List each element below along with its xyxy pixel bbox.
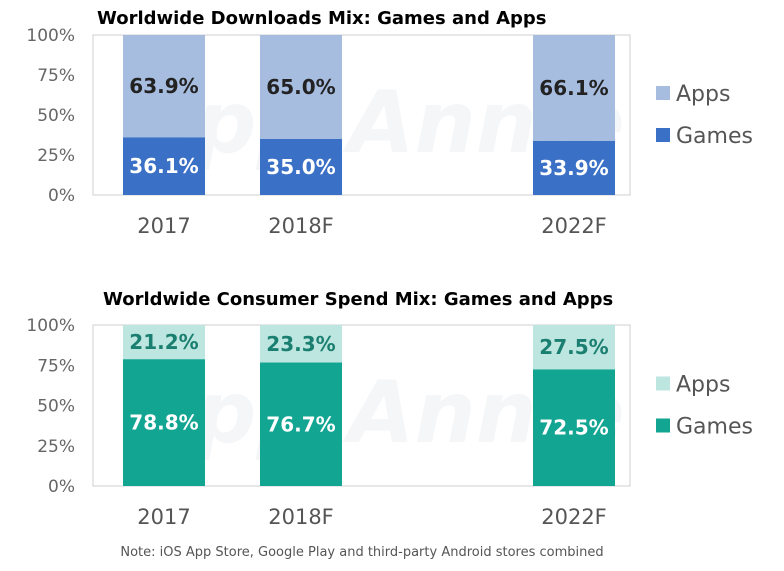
x-category-label: 2022F: [541, 505, 607, 529]
data-label: 27.5%: [539, 335, 608, 359]
y-tick-label: 100%: [26, 26, 75, 46]
bar-games-2018f: [260, 139, 342, 195]
legend-swatch-games: [656, 418, 670, 433]
chart-title: Worldwide Consumer Spend Mix: Games and …: [103, 289, 613, 310]
chart-1: Worldwide Downloads Mix: Games and Apps A…: [26, 8, 753, 238]
chart-2: Worldwide Consumer Spend Mix: Games and …: [26, 289, 753, 529]
x-category-label: 2017: [137, 505, 190, 529]
bar-games-2017: [123, 137, 205, 195]
bar-apps-2017: [123, 325, 205, 360]
bar-games-2022f: [533, 369, 615, 486]
y-tick-label: 100%: [26, 316, 75, 336]
legend-swatch-apps: [656, 376, 670, 391]
data-label: 63.9%: [129, 74, 198, 98]
data-label: 23.3%: [266, 332, 335, 356]
x-category-label: 2018F: [268, 505, 334, 529]
bar-apps-2022f: [533, 325, 615, 370]
bar-games-2022f: [533, 140, 615, 195]
data-label: 76.7%: [266, 412, 335, 436]
data-label: 36.1%: [129, 154, 198, 178]
data-label: 66.1%: [539, 76, 608, 100]
bar-apps-2017: [123, 35, 205, 138]
legend-swatch-games: [656, 128, 670, 142]
plot-frame: [92, 34, 631, 196]
legend-label-apps: Apps: [676, 373, 730, 398]
data-label: 21.2%: [129, 330, 198, 354]
y-tick-label: 75%: [37, 356, 75, 376]
legend-label-games: Games: [676, 124, 753, 149]
plot-frame: [92, 324, 631, 487]
y-tick-label: 50%: [37, 397, 75, 417]
bar-apps-2018f: [260, 35, 342, 139]
y-tick-label: 50%: [37, 106, 75, 126]
y-tick-label: 25%: [37, 146, 75, 166]
data-label: 33.9%: [539, 156, 608, 180]
data-label: 72.5%: [539, 416, 608, 440]
data-label: 35.0%: [266, 155, 335, 179]
chart-title: Worldwide Downloads Mix: Games and Apps: [97, 8, 547, 29]
y-tick-label: 25%: [37, 437, 75, 457]
legend-label-apps: Apps: [676, 82, 730, 107]
bar-apps-2018f: [260, 325, 342, 363]
footnote: Note: iOS App Store, Google Play and thi…: [120, 545, 603, 560]
x-category-label: 2018F: [268, 214, 334, 238]
legend-swatch-apps: [656, 86, 670, 100]
legend-label-games: Games: [676, 415, 753, 440]
y-tick-label: 75%: [37, 66, 75, 86]
y-tick-label: 0%: [48, 186, 75, 206]
y-tick-label: 0%: [48, 477, 75, 497]
x-category-label: 2017: [137, 214, 190, 238]
bar-apps-2022f: [533, 35, 615, 141]
data-label: 65.0%: [266, 75, 335, 99]
bar-games-2017: [123, 359, 205, 486]
bar-games-2018f: [260, 362, 342, 486]
data-label: 78.8%: [129, 411, 198, 435]
x-category-label: 2022F: [541, 214, 607, 238]
